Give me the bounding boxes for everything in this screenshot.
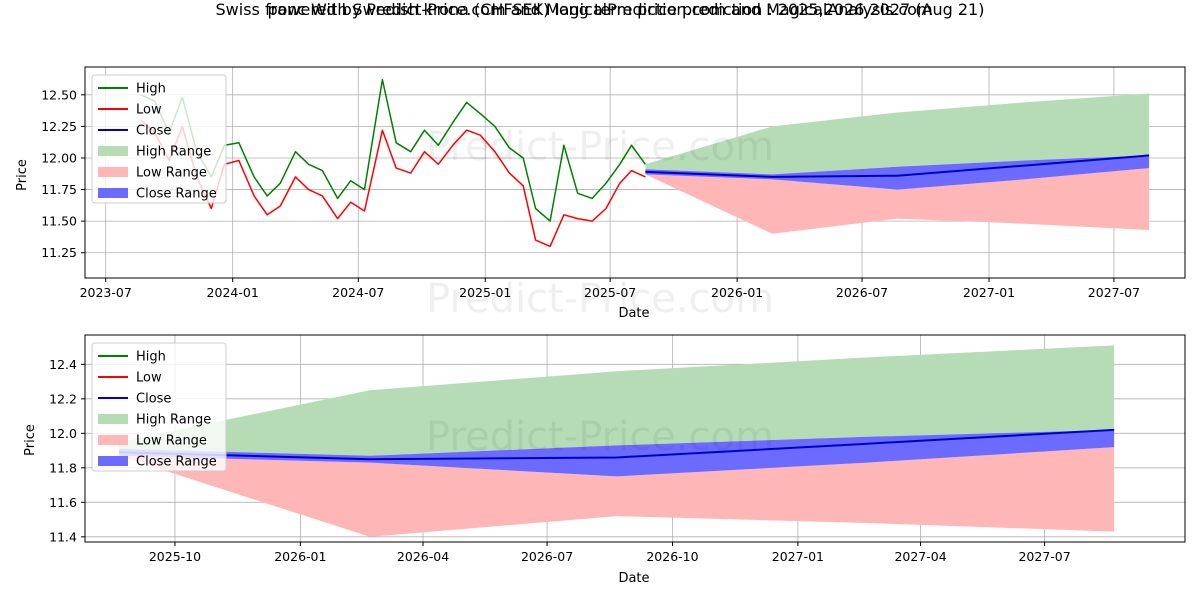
- x-tick-label: 2026-01: [274, 549, 326, 564]
- top-watermark-2: Predict-Price.com: [426, 276, 774, 322]
- legend-label: Low Range: [136, 434, 207, 449]
- legend-label: Close: [136, 124, 171, 139]
- legend-item-close: Close: [98, 124, 171, 139]
- x-tick-label: 2027-01: [963, 285, 1015, 300]
- legend-label: High Range: [136, 413, 211, 428]
- top-chart-panel: Predict-Price.com Predict-Price.com 2023…: [15, 66, 1186, 322]
- x-tick-label: 2027-04: [894, 549, 946, 564]
- x-tick-label: 2024-01: [207, 285, 259, 300]
- x-tick-label: 2026-01: [711, 285, 763, 300]
- legend-item-close: Close: [98, 392, 171, 407]
- x-tick-label: 2027-01: [772, 549, 824, 564]
- close-range-band: [645, 155, 1150, 190]
- legend-item-low-range: Low Range: [98, 166, 207, 181]
- legend-patch-swatch: [98, 146, 128, 156]
- legend-label: High: [136, 350, 166, 365]
- legend-item-low-range: Low Range: [98, 434, 207, 449]
- y-tick-label: 12.50: [41, 87, 77, 102]
- high-range-band: [645, 93, 1150, 175]
- bottom-forecast-bands: [119, 345, 1115, 537]
- close-forecast-line: [119, 428, 1115, 461]
- top-x-ticks: 2023-07 2024-01 2024-07 2025-01 2025-07 2026-…: [80, 278, 1140, 300]
- legend-label: Close Range: [136, 187, 217, 202]
- legend-patch-swatch: [98, 456, 128, 466]
- y-tick-label: 11.8: [49, 460, 77, 475]
- bottom-y-ticks: 11.4 11.6 11.8 12.0 12.2 12.4: [49, 357, 85, 544]
- close-forecast-line: [645, 154, 1150, 178]
- top-x-axis-label: Date: [618, 306, 649, 321]
- top-plot-frame: [84, 66, 1186, 279]
- top-y-ticks: 11.25 11.50 11.75 12.00 12.25 12.50: [41, 87, 85, 260]
- y-tick-label: 12.00: [41, 150, 77, 165]
- y-tick-label: 11.4: [49, 529, 77, 544]
- bottom-plot-frame: [84, 334, 1186, 543]
- x-tick-label: 2025-07: [584, 285, 636, 300]
- close-range-band: [119, 429, 1115, 477]
- bottom-watermark: Predict-Price.com: [426, 414, 774, 460]
- y-tick-label: 12.25: [41, 119, 77, 134]
- low-range-band: [645, 168, 1150, 234]
- legend-patch-swatch: [98, 435, 128, 445]
- legend-item-high-range: High Range: [98, 413, 211, 428]
- legend-label: Low: [136, 371, 162, 386]
- x-tick-label: 2027-07: [1088, 285, 1140, 300]
- legend-label: Low Range: [136, 166, 207, 181]
- top-forecast-bands: [645, 93, 1150, 234]
- legend-item-close-range: Close Range: [98, 187, 217, 202]
- legend-label: Close: [136, 392, 171, 407]
- y-tick-label: 11.25: [41, 245, 77, 260]
- legend-item-high: High: [98, 350, 166, 365]
- legend-item-low: Low: [98, 371, 162, 386]
- y-tick-label: 12.0: [49, 426, 77, 441]
- bottom-chart-panel: Predict-Price.com 2025-10 2026-01 2026-04 2…: [23, 334, 1186, 586]
- top-grid: [85, 67, 1185, 278]
- x-tick-label: 2025-10: [149, 549, 201, 564]
- legend-item-high: High: [98, 82, 166, 97]
- x-tick-label: 2026-07: [836, 285, 888, 300]
- legend-label: High: [136, 82, 166, 97]
- legend-item-high-range: High Range: [98, 145, 211, 160]
- legend-patch-swatch: [98, 414, 128, 424]
- bottom-y-axis-label: Price: [23, 424, 38, 456]
- x-tick-label: 2026-07: [521, 549, 573, 564]
- y-tick-label: 12.2: [49, 391, 77, 406]
- top-legend: High Low Close High Range Low Range Close Ran…: [91, 74, 227, 204]
- x-tick-label: 2026-10: [646, 549, 698, 564]
- chart-title: Swiss franc With Swedish krona (CHFSEK) …: [215, 0, 985, 19]
- bottom-series-lines: [119, 428, 1115, 461]
- top-y-axis-label: Price: [15, 159, 30, 191]
- y-tick-label: 12.4: [49, 357, 77, 372]
- legend-patch-swatch: [98, 167, 128, 177]
- legend-label: Low: [136, 103, 162, 118]
- y-tick-label: 11.50: [41, 214, 77, 229]
- chart-subtitle: powered by Predict-Price.com and Magical…: [267, 0, 933, 19]
- y-tick-label: 11.6: [49, 495, 77, 510]
- legend-label: High Range: [136, 145, 211, 160]
- x-tick-label: 2026-04: [397, 549, 449, 564]
- bottom-x-ticks: 2025-10 2026-01 2026-04 2026-07 2026-10 2027-…: [149, 542, 1071, 564]
- x-tick-label: 2025-01: [459, 285, 511, 300]
- bottom-x-axis-label: Date: [618, 571, 649, 586]
- legend-label: Close Range: [136, 455, 217, 470]
- legend-patch-swatch: [98, 188, 128, 198]
- x-tick-label: 2027-07: [1018, 549, 1070, 564]
- x-tick-label: 2024-07: [332, 285, 384, 300]
- high-range-band: [119, 345, 1115, 456]
- low-range-band: [119, 447, 1115, 537]
- top-watermark-1: Predict-Price.com: [426, 124, 774, 170]
- x-tick-label: 2023-07: [80, 285, 132, 300]
- legend-item-close-range: Close Range: [98, 455, 217, 470]
- y-tick-label: 11.75: [41, 182, 77, 197]
- legend-item-low: Low: [98, 103, 162, 118]
- bottom-legend: High Low Close High Range Low Range Close Ran…: [91, 342, 227, 472]
